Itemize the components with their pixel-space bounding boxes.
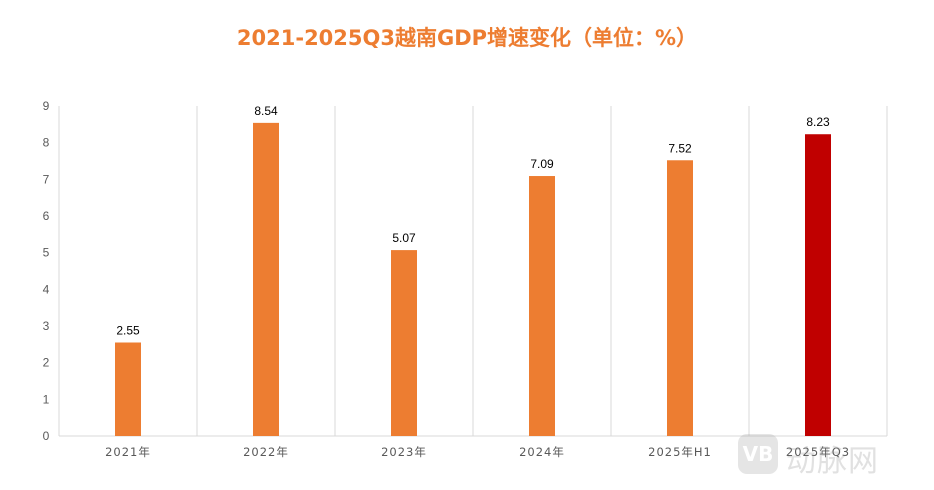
x-tick-label: 2025年Q3 <box>786 445 850 459</box>
watermark-text: 动脉网 <box>786 444 879 479</box>
bar <box>391 250 417 436</box>
chart-title: 2021-2025Q3越南GDP增速变化（单位：%） <box>236 26 698 50</box>
y-tick-label: 9 <box>43 99 50 113</box>
y-tick-label: 0 <box>43 429 50 443</box>
x-tick-label: 2024年 <box>519 445 565 459</box>
bar <box>529 176 555 437</box>
y-tick-label: 3 <box>43 319 50 333</box>
data-label: 7.52 <box>668 141 692 155</box>
y-tick-label: 8 <box>43 136 50 150</box>
y-tick-label: 6 <box>43 209 50 223</box>
y-tick-label: 2 <box>43 356 50 370</box>
bar <box>805 134 831 436</box>
bar <box>667 160 693 436</box>
y-tick-label: 1 <box>43 392 50 406</box>
data-label: 8.54 <box>254 104 278 118</box>
y-tick-label: 7 <box>43 172 50 186</box>
data-label: 5.07 <box>392 231 416 245</box>
x-tick-label: 2021年 <box>105 445 151 459</box>
x-tick-label: 2023年 <box>381 445 427 459</box>
bar <box>115 342 141 436</box>
data-label: 2.55 <box>116 324 140 338</box>
watermark: VB 动脉网 <box>738 432 918 479</box>
data-label: 8.23 <box>806 115 830 129</box>
y-tick-label: 5 <box>43 246 50 260</box>
watermark-logo-icon: VB <box>738 434 778 474</box>
data-label: 7.09 <box>530 157 554 171</box>
y-tick-label: 4 <box>43 282 50 296</box>
x-tick-label: 2022年 <box>243 445 289 459</box>
bar <box>253 122 279 436</box>
x-tick-label: 2025年H1 <box>648 445 712 459</box>
